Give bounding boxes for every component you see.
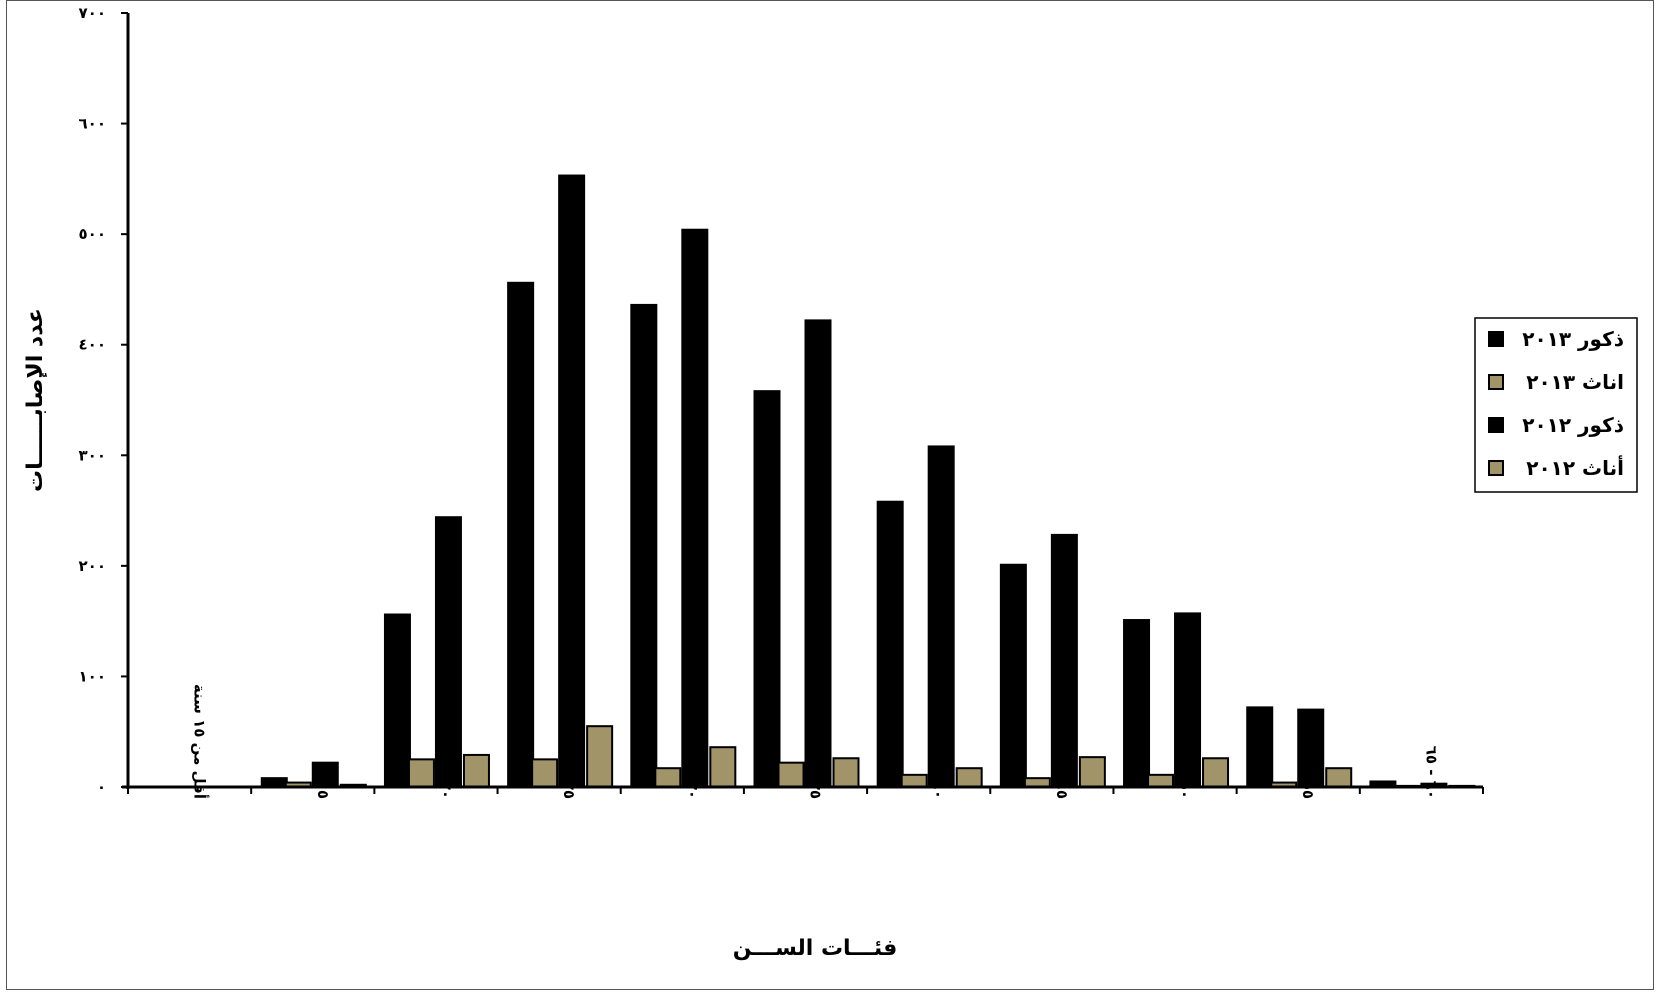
x-tick-label: ٢٠ -: [437, 769, 455, 799]
legend-swatch: [1488, 331, 1504, 347]
bar: [1246, 706, 1274, 788]
x-axis-title: فئـــات الســـن: [733, 936, 898, 961]
bar: [832, 757, 860, 788]
bar: [558, 174, 586, 789]
x-tick-label: ٦٠ - ٦٥: [1422, 746, 1440, 799]
x-tick-label: ٣٥ -: [807, 769, 825, 799]
bar: [1325, 767, 1353, 789]
x-tick-label: ٢٥ -: [560, 769, 578, 799]
legend-swatch: [1488, 417, 1504, 433]
bar: [1123, 619, 1151, 789]
y-axis-title: عدد الإصابــــــات: [23, 308, 48, 492]
bar: [876, 500, 904, 788]
bar: [1297, 708, 1325, 788]
bar: [709, 746, 737, 788]
y-tick-label: ٥٠٠: [79, 225, 106, 243]
bar: [1147, 773, 1175, 789]
x-tick-label: أقل من ١٥ سنة: [191, 684, 210, 799]
bar: [507, 281, 535, 788]
bar: [804, 319, 832, 788]
bar: [586, 725, 614, 789]
x-axis-ticks: أقل من ١٥ سنة ١٥ - ٢٠ - ٢٥ - ٣٠ - ٣٥ - ٤٠ - ٤٥ …: [127, 684, 1484, 799]
y-tick-label: ١٠٠: [79, 667, 106, 685]
y-tick-label: ٣٠٠: [79, 446, 106, 464]
bar: [1050, 533, 1078, 789]
y-axis-ticks: ٠ ١٠٠ ٢٠٠ ٣٠٠ ٤٠٠ ٥٠٠ ٦٠٠ ٧٠٠: [79, 4, 128, 796]
bar: [1078, 756, 1106, 788]
bar: [311, 761, 339, 788]
legend: ذكور ٢٠١٣ اناث ٢٠١٣ ذكور ٢٠١٢ أناث ٢٠١٢: [1474, 317, 1638, 493]
bar: [955, 767, 983, 789]
bars-group: [260, 174, 1476, 789]
bar: [927, 445, 955, 788]
legend-label: ذكور ٢٠١٣: [1522, 327, 1624, 351]
y-tick-label: ٧٠٠: [79, 4, 106, 22]
bar: [777, 761, 805, 788]
x-tick-label: ١٥ -: [314, 769, 332, 799]
legend-label: اناث ٢٠١٣: [1526, 370, 1624, 394]
legend-label: ذكور ٢٠١٢: [1522, 413, 1624, 437]
x-tick-label: ٤٥ -: [1053, 769, 1071, 799]
bar: [900, 773, 928, 789]
x-tick-label: ٥٥ -: [1299, 769, 1317, 799]
x-tick-label: ٥٠ -: [1176, 769, 1194, 799]
y-tick-label: ٤٠٠: [79, 336, 106, 354]
bar: [999, 563, 1027, 788]
bar: [1202, 757, 1230, 788]
bar: [1174, 612, 1202, 788]
x-tick-label: ٣٠ -: [683, 769, 701, 799]
bar: [383, 613, 411, 788]
y-tick-label: ٦٠٠: [79, 115, 106, 133]
bar: [654, 767, 682, 789]
legend-label: أناث ٢٠١٢: [1526, 454, 1624, 480]
bar: [753, 390, 781, 788]
y-tick-label: ٠: [97, 778, 106, 796]
bar: [407, 758, 435, 788]
bar: [681, 228, 709, 789]
legend-swatch: [1488, 374, 1504, 390]
bar: [434, 516, 462, 788]
bar: [462, 753, 490, 788]
chart-frame: [6, 0, 1654, 990]
y-tick-label: ٢٠٠: [79, 557, 106, 575]
legend-swatch: [1488, 460, 1504, 476]
bar: [531, 758, 559, 788]
x-tick-label: ٤٠ -: [930, 769, 948, 799]
bar: [630, 303, 658, 788]
